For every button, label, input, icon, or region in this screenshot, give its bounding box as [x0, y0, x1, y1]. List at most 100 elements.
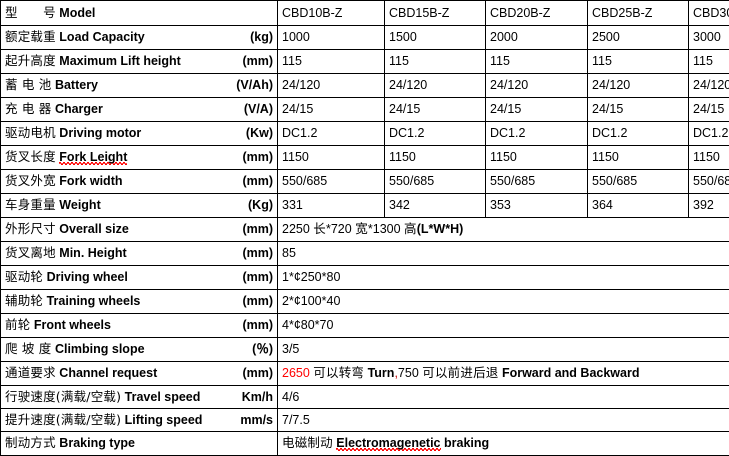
spec-value-cell: 115: [485, 49, 588, 74]
row-unit: (mm): [242, 318, 273, 333]
value-segment: 2650: [282, 366, 310, 381]
spec-value-cell-merged: 2*¢100*40: [277, 289, 729, 314]
row-label-chinese: 型 号: [5, 4, 56, 20]
spec-value-cell: DC1.2: [587, 121, 689, 146]
row-unit: (Kg): [248, 198, 273, 213]
value-segment: 750: [397, 366, 423, 381]
row-label-cell: 驱动电机 Driving motor (Kw): [0, 121, 278, 146]
table-row: 驱动电机 Driving motor (Kw) DC1.2 DC1.2 DC1.2 DC1…: [0, 121, 729, 146]
table-row: 蓄 电 池 Battery (V/Ah) 24/120 24/120 24/120 24/…: [0, 73, 729, 98]
spec-value-cell: 1150: [485, 145, 588, 170]
spec-value-cell: 392: [688, 193, 729, 218]
spec-value-cell: 24/120: [587, 73, 689, 98]
row-unit: (mm): [242, 246, 273, 261]
spec-value-cell: 3000: [688, 25, 729, 50]
row-unit: (mm): [242, 150, 273, 165]
value-segment: Turn: [364, 366, 395, 381]
row-label-chinese: 行驶速度(满载/空载): [5, 388, 122, 404]
spec-value-cell: 364: [587, 193, 689, 218]
row-label-cell: 型 号 Model: [0, 0, 278, 26]
row-unit: (Kw): [245, 126, 273, 141]
model-header-cell: CBD15B-Z: [384, 0, 486, 26]
spec-value-cell-merged: 1*¢250*80: [277, 265, 729, 290]
row-label-english: Lifting speed: [124, 412, 203, 427]
model-header-cell: CBD10B-Z: [277, 0, 385, 26]
spec-value-cell: 550/685: [485, 169, 588, 194]
table-row: 制动方式 Braking type 电磁制动 Electromagenetic b…: [0, 431, 729, 456]
row-label-english: Charger: [54, 102, 103, 117]
model-header-cell: CBD20B-Z: [485, 0, 588, 26]
model-header-cell: CBD30B-Z: [688, 0, 729, 26]
row-label-english: Travel speed: [124, 389, 201, 404]
spec-value-cell: 1500: [384, 25, 486, 50]
spec-value-cell: DC1.2: [384, 121, 486, 146]
row-unit: (％): [252, 342, 273, 357]
table-row: 货叉离地 Min. Height (mm) 85: [0, 241, 729, 266]
row-label-cell: 制动方式 Braking type: [0, 431, 278, 456]
table-row: 爬 坡 度 Climbing slope (％) 3/5: [0, 337, 729, 362]
spec-value-cell: DC1.2: [277, 121, 385, 146]
spec-value-cell: 342: [384, 193, 486, 218]
spec-value-cell-merged: 7/7.5: [277, 408, 729, 432]
spec-value-cell-merged: 4*¢80*70: [277, 313, 729, 338]
table-row: 前轮 Front wheels (mm) 4*¢80*70: [0, 313, 729, 338]
spec-value-cell-merged: 2250 长*720 宽*1300 高(L*W*H): [277, 217, 729, 242]
row-label-chinese: 爬 坡 度: [5, 341, 52, 357]
value-segment: 可以转弯: [313, 365, 365, 381]
table-row: 充 电 器 Charger (V/A) 24/15 24/15 24/15 24/15 24…: [0, 97, 729, 122]
spec-value-cell: 353: [485, 193, 588, 218]
row-label-chinese: 起升高度: [5, 53, 56, 69]
row-label-cell: 货叉外宽 Fork width (mm): [0, 169, 278, 194]
row-label-cell: 行驶速度(满载/空载) Travel speed Km/h: [0, 385, 278, 409]
row-unit: Km/h: [241, 389, 273, 404]
model-header-cell: CBD25B-Z: [587, 0, 689, 26]
spec-value-cell: 24/120: [277, 73, 385, 98]
row-label-chinese: 蓄 电 池: [5, 77, 52, 93]
spec-value-cell: 550/685: [384, 169, 486, 194]
spec-value-cell: 24/15: [277, 97, 385, 122]
row-label-cell: 车身重量 Weight (Kg): [0, 193, 278, 218]
spec-value-cell: 1150: [688, 145, 729, 170]
spec-value-cell: 2500: [587, 25, 689, 50]
row-label-cell: 额定载重 Load Capacity (kg): [0, 25, 278, 50]
spec-value-cell: 2000: [485, 25, 588, 50]
value-segment: braking: [440, 436, 490, 451]
spec-value-cell: 115: [688, 49, 729, 74]
row-label-english: Min. Height: [59, 246, 127, 261]
table-row: 行驶速度(满载/空载) Travel speed Km/h 4/6: [0, 385, 729, 409]
spec-value-cell: 24/120: [688, 73, 729, 98]
value-segment: *1300: [367, 222, 405, 237]
table-row: 货叉长度 Fork Leight (mm) 1150 1150 1150 1150 1150: [0, 145, 729, 170]
table-row: 辅助轮 Training wheels (mm) 2*¢100*40: [0, 289, 729, 314]
row-label-chinese: 前轮: [5, 317, 31, 333]
spec-value-cell: 24/15: [384, 97, 486, 122]
row-label-english: Load Capacity: [59, 30, 145, 45]
spec-value-cell: 550/685: [277, 169, 385, 194]
spec-value-cell: 550/685: [587, 169, 689, 194]
row-label-cell: 驱动轮 Driving wheel (mm): [0, 265, 278, 290]
value-segment: 2250: [282, 222, 314, 237]
row-label-chinese: 通道要求: [5, 365, 56, 381]
spec-value-cell-merged: 4/6: [277, 385, 729, 409]
row-label-english: Driving motor: [59, 126, 142, 141]
row-label-english: Braking type: [59, 436, 136, 451]
row-label-english: Channel request: [59, 366, 158, 381]
row-label-chinese: 货叉长度: [5, 149, 56, 165]
table-row: 型 号 Model CBD10B-Z CBD15B-Z CBD20B-Z CBD25B-…: [0, 0, 729, 26]
row-label-english: Weight: [59, 198, 101, 213]
row-label-chinese: 充 电 器: [5, 101, 52, 117]
spec-value-cell: 115: [384, 49, 486, 74]
row-label-cell: 蓄 电 池 Battery (V/Ah): [0, 73, 278, 98]
value-segment: (L*W*H): [416, 222, 464, 237]
row-label-english: Driving wheel: [46, 270, 128, 285]
value-segment: 宽: [355, 221, 368, 237]
spec-value-cell: 331: [277, 193, 385, 218]
spec-value-cell: 24/15: [587, 97, 689, 122]
spec-value-cell-merged: 3/5: [277, 337, 729, 362]
value-segment: 长: [313, 221, 326, 237]
table-row: 货叉外宽 Fork width (mm) 550/685 550/685 550/685…: [0, 169, 729, 194]
row-label-chinese: 外形尺寸: [5, 221, 56, 237]
value-segment: 可以前进后退: [422, 365, 499, 381]
table-row: 提升速度(满载/空载) Lifting speed mm/s 7/7.5: [0, 408, 729, 432]
row-label-english: Maximum Lift height: [59, 54, 181, 69]
